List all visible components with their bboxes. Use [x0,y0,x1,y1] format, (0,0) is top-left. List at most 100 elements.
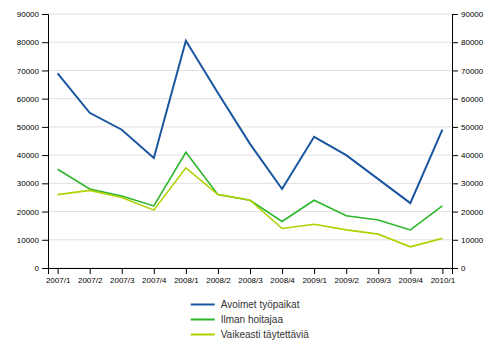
legend-swatch [191,319,215,321]
tick-label: 70000 [461,67,484,76]
grid-line [48,14,452,15]
tick: 2009/4 [399,268,424,285]
legend-swatch [191,304,215,306]
y2-axis: 0 10000 20000 30000 40000 50000 60000 70000 8000… [452,10,484,273]
tick: 50000 [17,123,48,132]
tick-mark [442,268,443,274]
chart-container: 2007/1 2007/2 2007/3 2007/4 2008/1 2008/2 2008… [0,0,500,350]
legend-item: Vaikeasti täytettäviä [191,329,310,340]
tick-mark [42,127,48,128]
tick: 20000 [452,208,484,217]
tick-mark [186,268,187,274]
plot: 2007/1 2007/2 2007/3 2007/4 2008/1 2008/2 2008… [17,10,484,285]
tick: 80000 [17,38,48,47]
tick-label: 2008/3 [238,276,263,285]
axis-line [49,269,453,275]
tick-mark [452,183,458,184]
series-line [58,41,443,203]
tick-mark [42,240,48,241]
tick-label: 0 [35,264,40,273]
tick: 2007/2 [78,268,103,285]
tick-mark [58,268,59,274]
tick-mark [42,42,48,43]
tick: 0 [452,264,466,273]
tick-mark [42,155,48,156]
tick-mark [378,268,379,274]
tick-label: 10000 [461,236,484,245]
tick-mark [452,42,458,43]
tick-mark [250,268,251,274]
tick: 2009/3 [367,268,392,285]
tick-mark [452,14,458,15]
tick-mark [452,212,458,213]
tick-label: 80000 [17,38,40,47]
legend-label: Ilman hoitajaa [221,314,284,325]
tick-label: 0 [461,264,466,273]
tick-mark [218,268,219,274]
tick: 2009/1 [302,268,327,285]
tick-mark [410,268,411,274]
axis-line [42,15,49,269]
tick-label: 2007/3 [110,276,135,285]
tick-mark [90,268,91,274]
tick-mark [42,212,48,213]
tick-label: 20000 [461,208,484,217]
series-line [58,168,443,247]
tick-mark [452,240,458,241]
tick: 2008/2 [206,268,231,285]
tick: 60000 [17,95,48,104]
tick: 70000 [17,67,48,76]
tick: 10000 [17,236,48,245]
tick-mark [42,99,48,100]
tick-label: 2010/1 [431,276,456,285]
legend-item: Ilman hoitajaa [191,314,284,325]
tick: 0 [35,264,48,273]
tick: 90000 [452,10,484,19]
tick-label: 2009/2 [334,276,359,285]
tick-mark [154,268,155,274]
tick-label: 40000 [17,151,40,160]
tick-label: 2007/1 [46,276,71,285]
grid-line [48,211,452,212]
tick-mark [452,127,458,128]
tick: 50000 [452,123,484,132]
tick-label: 40000 [461,151,484,160]
tick-mark [346,268,347,274]
tick-label: 2008/2 [206,276,231,285]
legend: Avoimet työpaikat Ilman hoitajaa Vaikeasti… [191,299,310,340]
grid-line [48,155,452,156]
legend-item: Avoimet työpaikat [191,299,300,310]
tick-label: 2007/4 [142,276,167,285]
tick: 2008/3 [238,268,263,285]
grid-line [48,42,452,43]
chart: 2007/1 2007/2 2007/3 2007/4 2008/1 2008/2 2008… [0,0,500,350]
tick: 30000 [452,179,484,188]
lines [58,41,443,247]
tick: 90000 [17,10,48,19]
tick: 2009/2 [334,268,359,285]
grid-line [48,183,452,184]
tick-label: 60000 [461,95,484,104]
tick-label: 2007/2 [78,276,103,285]
tick-label: 2008/1 [174,276,199,285]
legend-label: Avoimet työpaikat [221,299,300,310]
tick-label: 80000 [461,38,484,47]
tick-label: 20000 [17,208,40,217]
tick: 40000 [452,151,484,160]
tick: 2008/4 [270,268,295,285]
tick: 70000 [452,67,484,76]
tick: 2007/1 [46,268,71,285]
tick-mark [452,70,458,71]
axis-line [453,15,459,269]
tick: 30000 [17,179,48,188]
series-line [58,152,443,230]
x-axis: 2007/1 2007/2 2007/3 2007/4 2008/1 2008/2 2008… [46,268,456,285]
tick-mark [282,268,283,274]
tick: 80000 [452,38,484,47]
tick: 60000 [452,95,484,104]
tick: 2010/1 [431,268,456,285]
tick-label: 2009/4 [399,276,424,285]
tick-mark [452,99,458,100]
grid-line [48,126,452,127]
tick-label: 2009/3 [367,276,392,285]
